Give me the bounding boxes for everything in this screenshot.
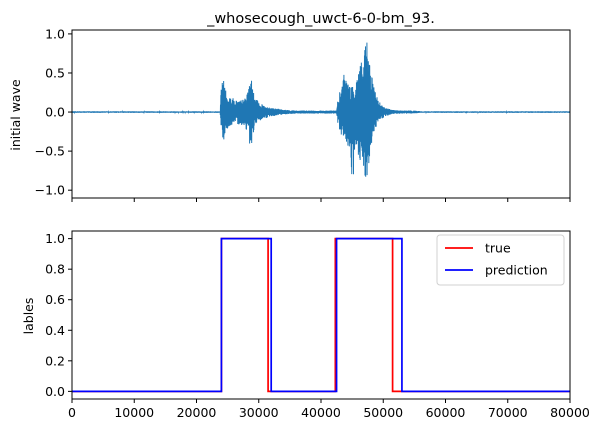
wave-plot-area: [71, 42, 571, 177]
labels-ytick-label: 0.2: [45, 353, 65, 368]
labels-xtick-label: 0: [68, 405, 76, 420]
labels-xtick-label: 70000: [488, 405, 528, 420]
labels-xtick-label: 80000: [550, 405, 590, 420]
labels-xtick-label: 50000: [363, 405, 403, 420]
wave-ytick-label: −1.0: [35, 183, 65, 198]
labels-series-prediction: [72, 237, 570, 393]
labels-ytick-label: 0.0: [45, 384, 65, 399]
labels-ytick-label: 0.6: [45, 292, 65, 307]
wave-ytick-label: 1.0: [45, 26, 65, 41]
wave-ytick-label: −0.5: [35, 144, 65, 159]
wave-title: _whosecough_uwct-6-0-bm_93.: [206, 11, 435, 27]
labels-xtick-label: 10000: [114, 405, 154, 420]
legend: true prediction: [436, 234, 565, 286]
labels-xtick-label: 30000: [239, 405, 279, 420]
wave-axes-frame: [71, 29, 571, 199]
labels-ylabel: lables: [21, 298, 36, 335]
labels-xtick-label: 40000: [301, 405, 341, 420]
wave-panel: _whosecough_uwct-6-0-bm_93. initial wave…: [8, 11, 571, 202]
labels-yticks: 0.0 0.2 0.4 0.6 0.8 1.0: [45, 231, 72, 399]
labels-panel: lables 0.0 0.2 0.4 0.6 0.8 1.0 0 10000 20000 300…: [21, 230, 590, 420]
wave-ylabel: initial wave: [8, 79, 23, 151]
legend-label-true: true: [485, 241, 511, 256]
labels-ytick-label: 1.0: [45, 231, 65, 246]
wave-xticks: [71, 198, 571, 202]
labels-ytick-label: 0.8: [45, 262, 65, 277]
wave-yticks: −1.0 −0.5 0.0 0.5 1.0: [35, 26, 72, 198]
wave-series-line: [71, 42, 571, 177]
labels-xtick-label: 20000: [177, 405, 217, 420]
labels-plot-area: [72, 237, 570, 393]
wave-ytick-label: 0.0: [45, 105, 65, 120]
wave-ytick-label: 0.5: [45, 65, 65, 80]
labels-ytick-label: 0.4: [45, 323, 65, 338]
legend-label-prediction: prediction: [485, 263, 548, 278]
labels-axes-frame: [71, 230, 571, 400]
labels-xtick-label: 60000: [426, 405, 466, 420]
labels-xticks: 0 10000 20000 30000 40000 50000 60000 70000 8000…: [68, 399, 590, 420]
